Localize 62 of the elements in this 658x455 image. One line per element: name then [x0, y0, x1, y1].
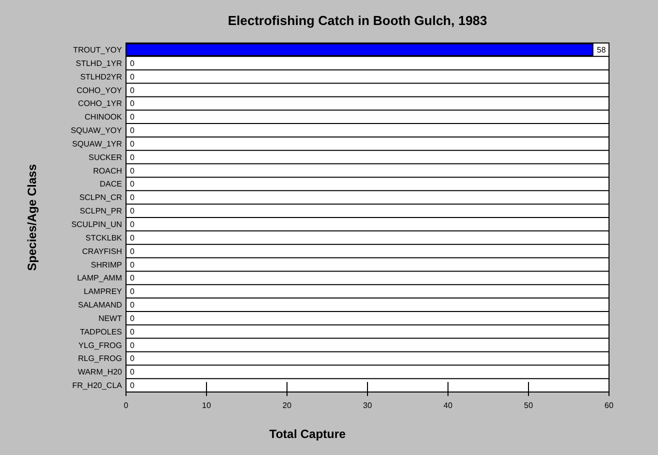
data-label: 0 — [130, 246, 135, 256]
data-label: 0 — [130, 340, 135, 350]
y-tick-label: NEWT — [98, 314, 122, 323]
data-label: 0 — [130, 287, 135, 296]
y-tick-label: SQUAW_1YR — [72, 139, 122, 148]
y-tick-label: COHO_YOY — [76, 86, 123, 95]
chart-title: Electrofishing Catch in Booth Gulch, 1983 — [228, 13, 488, 28]
y-tick-label: DACE — [100, 180, 122, 189]
y-tick-label: SUCKER — [88, 152, 122, 162]
data-label: 0 — [130, 58, 135, 68]
data-label: 0 — [130, 86, 135, 95]
data-label: 0 — [130, 112, 135, 122]
y-tick-label: WARM_H20 — [78, 368, 123, 377]
x-axis-title: Total Capture — [269, 427, 346, 441]
y-tick-label: FR_H20_CLA — [72, 381, 123, 390]
x-tick-label: 60 — [604, 401, 614, 410]
y-tick-label: COHO_1YR — [78, 99, 122, 108]
y-tick-label: SALAMAND — [78, 300, 122, 310]
y-tick-label: CHINOOK — [84, 112, 123, 122]
y-tick-label: RLG_FROG — [78, 354, 122, 364]
data-label: 0 — [130, 206, 135, 216]
data-label: 0 — [130, 99, 135, 108]
data-label: 0 — [130, 314, 135, 323]
data-label: 0 — [130, 193, 135, 202]
data-label: 0 — [130, 152, 135, 162]
y-tick-label: YLG_FROG — [78, 340, 122, 350]
y-tick-label: LAMP_AMM — [77, 274, 122, 283]
data-label: 0 — [130, 327, 135, 336]
x-tick-label: 30 — [363, 401, 372, 410]
x-tick-label: 0 — [124, 401, 129, 410]
y-tick-label: LAMPREY — [84, 287, 123, 296]
y-tick-label: ROACH — [93, 166, 122, 176]
x-tick-label: 40 — [444, 401, 453, 410]
x-tick-label: 20 — [282, 401, 292, 410]
y-tick-label: CRAYFISH — [82, 246, 122, 256]
y-tick-label: TADPOLES — [80, 327, 122, 336]
data-label: 0 — [130, 180, 135, 189]
y-tick-label: SCLPN_CR — [79, 193, 122, 202]
data-label: 0 — [130, 139, 135, 148]
y-tick-label: TROUT_YOY — [73, 46, 123, 55]
data-label: 0 — [130, 381, 135, 390]
data-label: 0 — [130, 166, 135, 176]
data-label: 0 — [130, 233, 135, 242]
data-label: 0 — [130, 300, 135, 310]
data-label: 58 — [596, 46, 606, 55]
y-tick-label: STLHD_1YR — [76, 58, 122, 68]
y-tick-label: SHRIMP — [90, 260, 122, 270]
data-label: 0 — [130, 354, 135, 364]
y-tick-label: SCULPIN_UN — [71, 220, 122, 230]
data-label: 0 — [130, 220, 135, 230]
data-label: 0 — [130, 126, 135, 136]
x-tick-label: 10 — [202, 401, 212, 410]
data-label: 0 — [130, 260, 135, 270]
y-axis-title: Species/Age Class — [25, 164, 39, 271]
data-label: 0 — [130, 368, 135, 377]
y-tick-label: SQUAW_YOY — [70, 126, 123, 136]
y-tick-label: SCLPN_PR — [80, 206, 122, 216]
data-label: 0 — [130, 274, 135, 283]
x-tick-label: 50 — [524, 401, 534, 410]
y-tick-label: STCKLBK — [86, 233, 123, 242]
y-tick-label: STLHD2YR — [80, 72, 122, 82]
data-label: 0 — [130, 72, 135, 82]
